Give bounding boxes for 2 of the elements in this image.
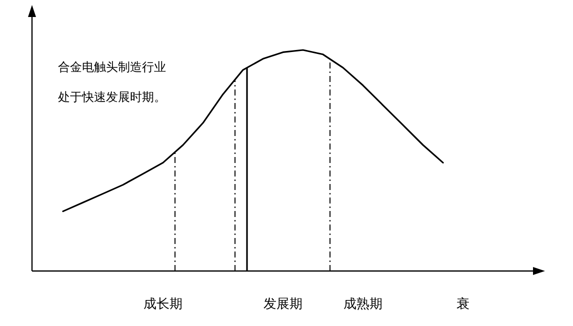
annotation: 处于快速发展时期。 [58,90,166,104]
annotation: 合金电触头制造行业 [58,60,166,74]
